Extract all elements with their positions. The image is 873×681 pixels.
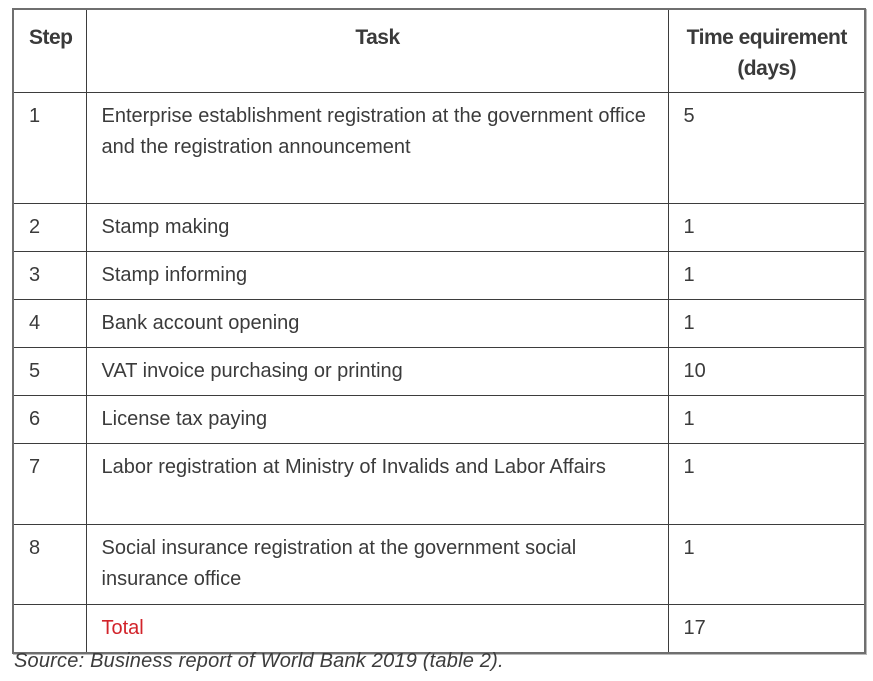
task-cell: Stamp informing [85,251,669,300]
table-row: 1 Enterprise establishment registration … [12,92,866,204]
days-cell: 1 [667,299,866,348]
task-cell: VAT invoice purchasing or printing [85,347,669,396]
column-header-task: Task [85,8,669,93]
days-cell: 1 [667,203,866,252]
step-cell: 4 [12,299,87,348]
column-header-time-line1: Time equirement [686,26,848,49]
task-cell: Social insurance registration at the gov… [85,524,669,605]
business-registration-steps-table: Step Task Time equirement (days) 1 Enter… [12,8,866,654]
table-row: 3 Stamp informing 1 [12,251,866,300]
step-cell: 6 [12,395,87,444]
step-cell: 5 [12,347,87,396]
table-row: 7 Labor registration at Ministry of Inva… [12,443,866,525]
total-days-cell: 17 [667,604,866,654]
column-header-time: Time equirement (days) [667,8,866,93]
table-row: 2 Stamp making 1 [12,203,866,252]
source-note: Source: Business report of World Bank 20… [14,650,504,672]
total-row: Total 17 [12,604,866,654]
column-header-step: Step [12,8,87,93]
step-cell: 3 [12,251,87,300]
column-header-time-line2: (days) [737,57,797,80]
table-row: 6 License tax paying 1 [12,395,866,444]
table-row: 4 Bank account opening 1 [12,299,866,348]
task-cell: Enterprise establishment registration at… [85,92,669,204]
total-label: Total [85,604,669,654]
days-cell: 1 [667,251,866,300]
days-cell: 1 [667,395,866,444]
task-cell: Labor registration at Ministry of Invali… [85,443,669,525]
task-cell: Bank account opening [85,299,669,348]
days-cell: 5 [667,92,866,204]
days-cell: 10 [667,347,866,396]
table-row: 5 VAT invoice purchasing or printing 10 [12,347,866,396]
days-cell: 1 [667,524,866,605]
task-cell: Stamp making [85,203,669,252]
step-cell: 7 [12,443,87,525]
table-row: 8 Social insurance registration at the g… [12,524,866,605]
days-cell: 1 [667,443,866,525]
step-cell: 8 [12,524,87,605]
task-cell: License tax paying [85,395,669,444]
table-header-row: Step Task Time equirement (days) [12,8,866,93]
total-step-cell-empty [12,604,87,654]
step-cell: 2 [12,203,87,252]
step-cell: 1 [12,92,87,204]
